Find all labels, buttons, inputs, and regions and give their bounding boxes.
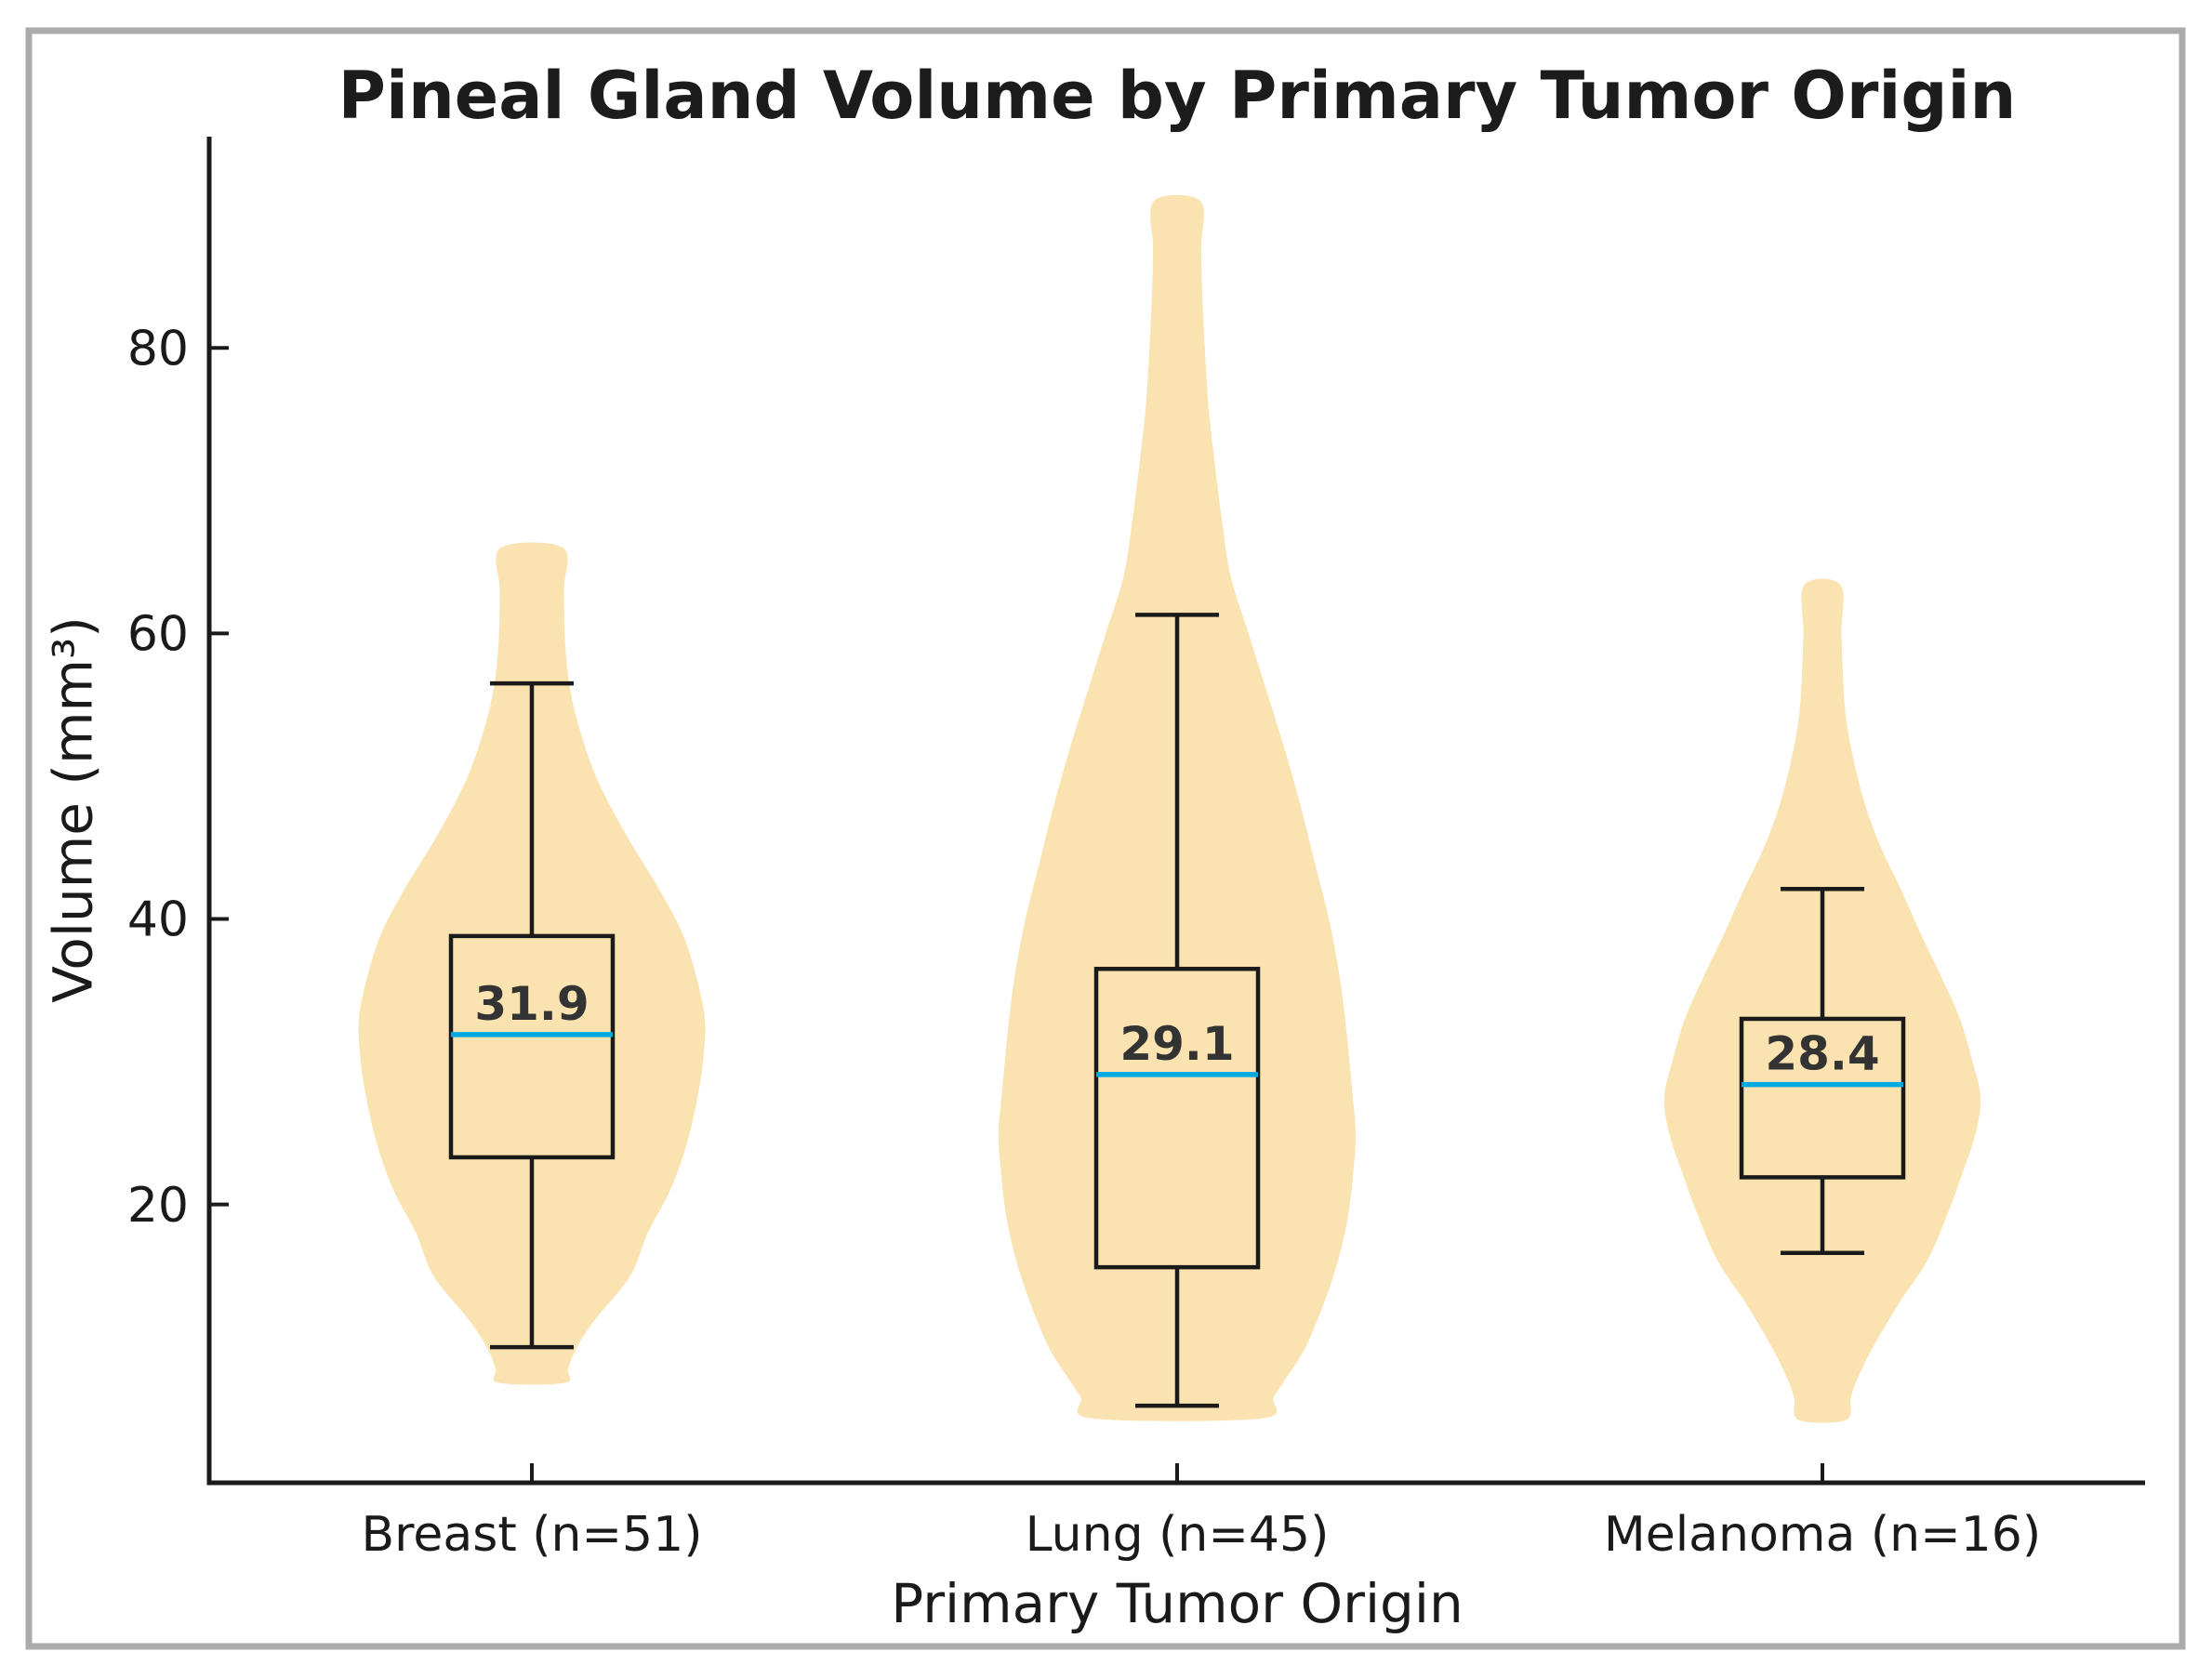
chart-title: Pineal Gland Volume by Primary Tumor Ori… bbox=[338, 58, 2017, 134]
y-tick-label-40: 40 bbox=[127, 892, 189, 948]
y-tick-label-80: 80 bbox=[127, 321, 189, 377]
box-3 bbox=[1739, 1016, 1906, 1180]
violin-body-1 bbox=[358, 542, 706, 1385]
box-1 bbox=[448, 933, 616, 1160]
median-value-label-1: 31.9 bbox=[474, 977, 589, 1031]
x-axis-label: Primary Tumor Origin bbox=[891, 1572, 1464, 1635]
y-tick-label-20: 20 bbox=[127, 1178, 189, 1234]
box-2 bbox=[1093, 966, 1261, 1270]
median-value-label-3: 28.4 bbox=[1765, 1027, 1879, 1081]
y-axis-label: Volume (mm³) bbox=[41, 616, 104, 1003]
y-tick-label-60: 60 bbox=[127, 607, 189, 663]
x-tick-label-1: Breast (n=51) bbox=[361, 1507, 702, 1563]
x-tick-label-3: Melanoma (n=16) bbox=[1604, 1507, 2041, 1563]
x-tick-label-2: Lung (n=45) bbox=[1026, 1507, 1330, 1563]
median-value-label-2: 29.1 bbox=[1119, 1017, 1234, 1071]
